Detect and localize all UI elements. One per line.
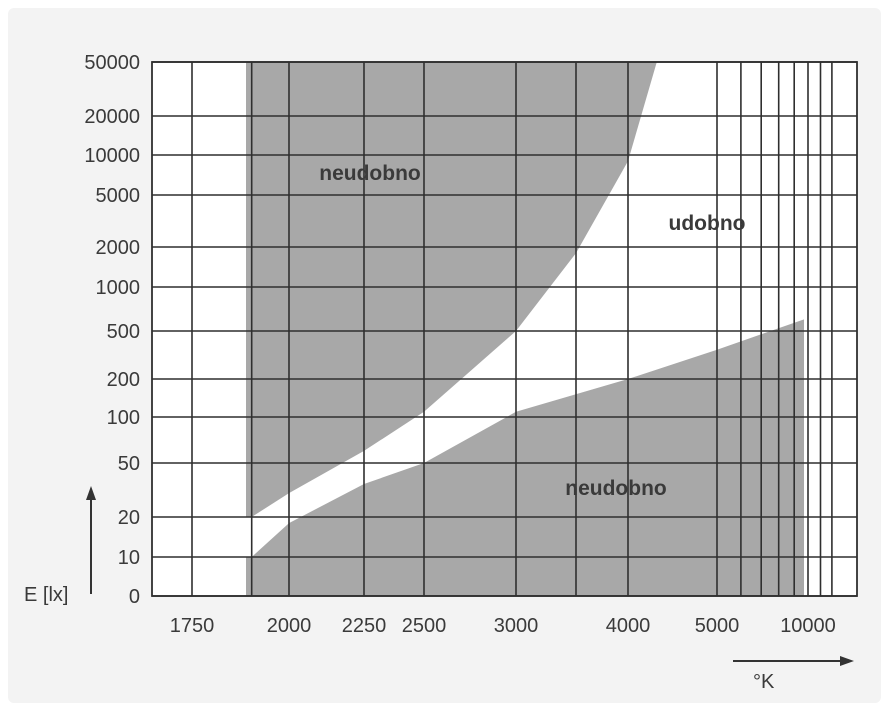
x-tick-labels: 1750 2000 2250 2500 3000 4000 5000 10000 [170, 615, 836, 637]
y-tick-label: 20000 [84, 106, 140, 128]
x-tick-label: 4000 [606, 615, 651, 637]
x-tick-label: 2000 [267, 615, 312, 637]
zone-label-lower: neudobno [565, 477, 666, 500]
y-tick-label: 10000 [84, 145, 140, 167]
y-tick-label: 200 [107, 369, 140, 391]
y-axis-label: E [lx] [24, 584, 68, 606]
y-tick-label: 50 [118, 453, 140, 475]
zone-label-upper-left: neudobno [319, 162, 420, 185]
y-tick-label: 20 [118, 507, 140, 529]
x-tick-label: 1750 [170, 615, 215, 637]
zone-label-middle-right: udobno [669, 212, 746, 235]
y-tick-label: 0 [129, 586, 140, 608]
y-tick-label: 100 [107, 407, 140, 429]
region-uncomfortable-lower [246, 319, 804, 596]
x-tick-label: 3000 [494, 615, 539, 637]
y-tick-label: 1000 [96, 277, 141, 299]
x-axis-arrow-head [840, 656, 854, 666]
y-tick-labels: 5000020000100005000200010005002001005020… [84, 52, 140, 608]
y-tick-label: 500 [107, 321, 140, 343]
x-tick-label: 2500 [402, 615, 447, 637]
y-tick-label: 5000 [96, 185, 141, 207]
y-tick-label: 10 [118, 547, 140, 569]
grid-layer [151, 61, 858, 597]
x-tick-label: 10000 [780, 615, 836, 637]
y-tick-label: 2000 [96, 237, 141, 259]
y-axis-arrow-head [86, 486, 96, 500]
regions-layer [246, 62, 804, 596]
x-axis-label: °K [753, 671, 775, 693]
x-tick-label: 5000 [695, 615, 740, 637]
region-uncomfortable-upper [246, 62, 657, 517]
zone-labels: neudobno udobno neudobno [319, 162, 745, 500]
x-tick-label: 2250 [342, 615, 387, 637]
plot-frame [151, 61, 858, 597]
y-tick-label: 50000 [84, 52, 140, 74]
